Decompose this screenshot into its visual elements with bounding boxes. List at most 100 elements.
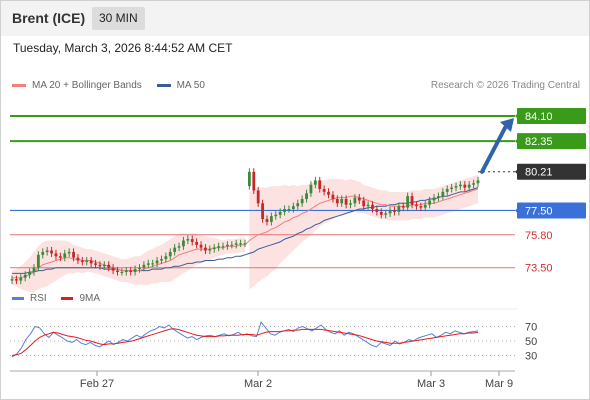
x-axis: Feb 27 Mar 2 Mar 3 Mar 9 xyxy=(10,370,515,390)
candle-body xyxy=(63,253,67,258)
chart-legend: MA 20 + Bollinger Bands MA 50 xyxy=(12,80,217,91)
candle-body xyxy=(397,206,401,212)
candle-body xyxy=(291,206,295,210)
candle-body xyxy=(14,279,18,281)
candle-body xyxy=(50,250,53,254)
candle-body xyxy=(459,184,462,187)
candle-body xyxy=(234,243,238,245)
candle-body xyxy=(217,246,221,248)
candle-body xyxy=(450,187,454,189)
level-pointer-80.21 xyxy=(515,167,519,176)
candle-body xyxy=(437,196,440,198)
candle-body xyxy=(182,240,185,247)
level-label-77.50: 77.50 xyxy=(525,205,553,217)
candle-body xyxy=(252,171,256,191)
forecast-arrow-head xyxy=(500,118,514,133)
candle-body xyxy=(129,270,133,272)
candle-body xyxy=(371,204,374,210)
candle-body xyxy=(151,263,155,265)
candle-body xyxy=(146,263,150,265)
candle-body xyxy=(41,251,45,255)
forecast-arrow xyxy=(480,118,514,174)
candle-body xyxy=(423,204,427,208)
rsi-ma-swatch xyxy=(61,296,74,300)
candle-body xyxy=(10,279,14,281)
candle-body xyxy=(28,271,31,275)
candle-body xyxy=(269,216,273,222)
x-tick-label: Mar 9 xyxy=(485,378,513,390)
candle-body xyxy=(76,257,80,261)
bollinger-band-area xyxy=(12,233,245,292)
candle-body xyxy=(287,209,291,211)
candle-body xyxy=(72,251,75,258)
candle-body xyxy=(274,214,278,217)
candle-body xyxy=(107,264,111,268)
legend-rsi-ma-label: 9MA xyxy=(79,293,101,304)
candle-body xyxy=(322,189,326,192)
level-pointer-84.10 xyxy=(515,112,519,121)
candle-body xyxy=(98,264,102,267)
rsi-tick-50: 50 xyxy=(525,336,537,348)
candle-body xyxy=(313,180,317,185)
candle-body xyxy=(393,210,396,212)
level-box-82.35 xyxy=(517,133,586,150)
candle-body xyxy=(349,203,352,205)
level-box-80.21 xyxy=(517,163,586,180)
candle-body xyxy=(353,197,357,204)
candle-body xyxy=(160,259,163,261)
candle-body xyxy=(445,189,449,192)
legend-ma20-label: MA 20 + Bollinger Bands xyxy=(32,80,142,91)
candle-body xyxy=(256,190,260,204)
level-pointer-82.35 xyxy=(515,137,519,146)
candle-body xyxy=(168,251,172,257)
level-box-84.10 xyxy=(517,108,586,125)
candle-body xyxy=(199,244,203,248)
timeframe-selector[interactable]: 30 MIN xyxy=(92,7,145,30)
candle-body xyxy=(340,199,344,204)
rsi-panel: 70 50 30 xyxy=(10,308,537,363)
candle-body xyxy=(80,260,84,262)
candle-body xyxy=(89,260,93,264)
candle-body xyxy=(124,270,128,272)
candle-body xyxy=(67,251,71,254)
candle-body xyxy=(243,243,247,245)
x-tick-label: Mar 2 xyxy=(244,378,272,390)
candle-body xyxy=(362,200,366,207)
candle-body xyxy=(344,199,348,205)
candle-body xyxy=(54,253,58,257)
candle-body xyxy=(164,256,168,260)
candle-body xyxy=(265,219,269,222)
candle-body xyxy=(300,199,304,204)
candle-body xyxy=(357,197,361,201)
candle-body xyxy=(454,186,458,188)
instrument-title: Brent (ICE) xyxy=(12,10,86,26)
ma50-swatch xyxy=(156,83,171,87)
level-pointer-77.50 xyxy=(515,206,519,215)
level-label-82.35: 82.35 xyxy=(525,136,553,148)
candle-body xyxy=(212,247,216,250)
candle-body xyxy=(102,264,106,267)
candle-body xyxy=(406,196,410,208)
candle-body xyxy=(133,269,137,272)
candle-body xyxy=(261,203,264,220)
candle-body xyxy=(85,260,89,262)
candle-body xyxy=(138,267,141,270)
timestamp: Tuesday, March 3, 2026 8:44:52 AM CET xyxy=(13,41,233,55)
candle-body xyxy=(204,247,207,251)
level-box-77.50 xyxy=(517,202,586,219)
candle-body xyxy=(327,191,330,195)
candle-body xyxy=(467,184,471,188)
candle-body xyxy=(384,213,388,215)
candle-body xyxy=(142,264,146,268)
forecast-arrow-shaft xyxy=(480,124,508,174)
candle-body xyxy=(388,210,392,214)
candle-body xyxy=(366,204,370,207)
rsi-tick-70: 70 xyxy=(525,322,537,334)
candle-body xyxy=(94,263,97,265)
candle-body xyxy=(309,184,313,194)
candle-body xyxy=(379,211,383,215)
candle-body xyxy=(208,249,212,251)
legend-rsi-label: RSI xyxy=(30,293,47,304)
candle-body xyxy=(410,196,414,205)
